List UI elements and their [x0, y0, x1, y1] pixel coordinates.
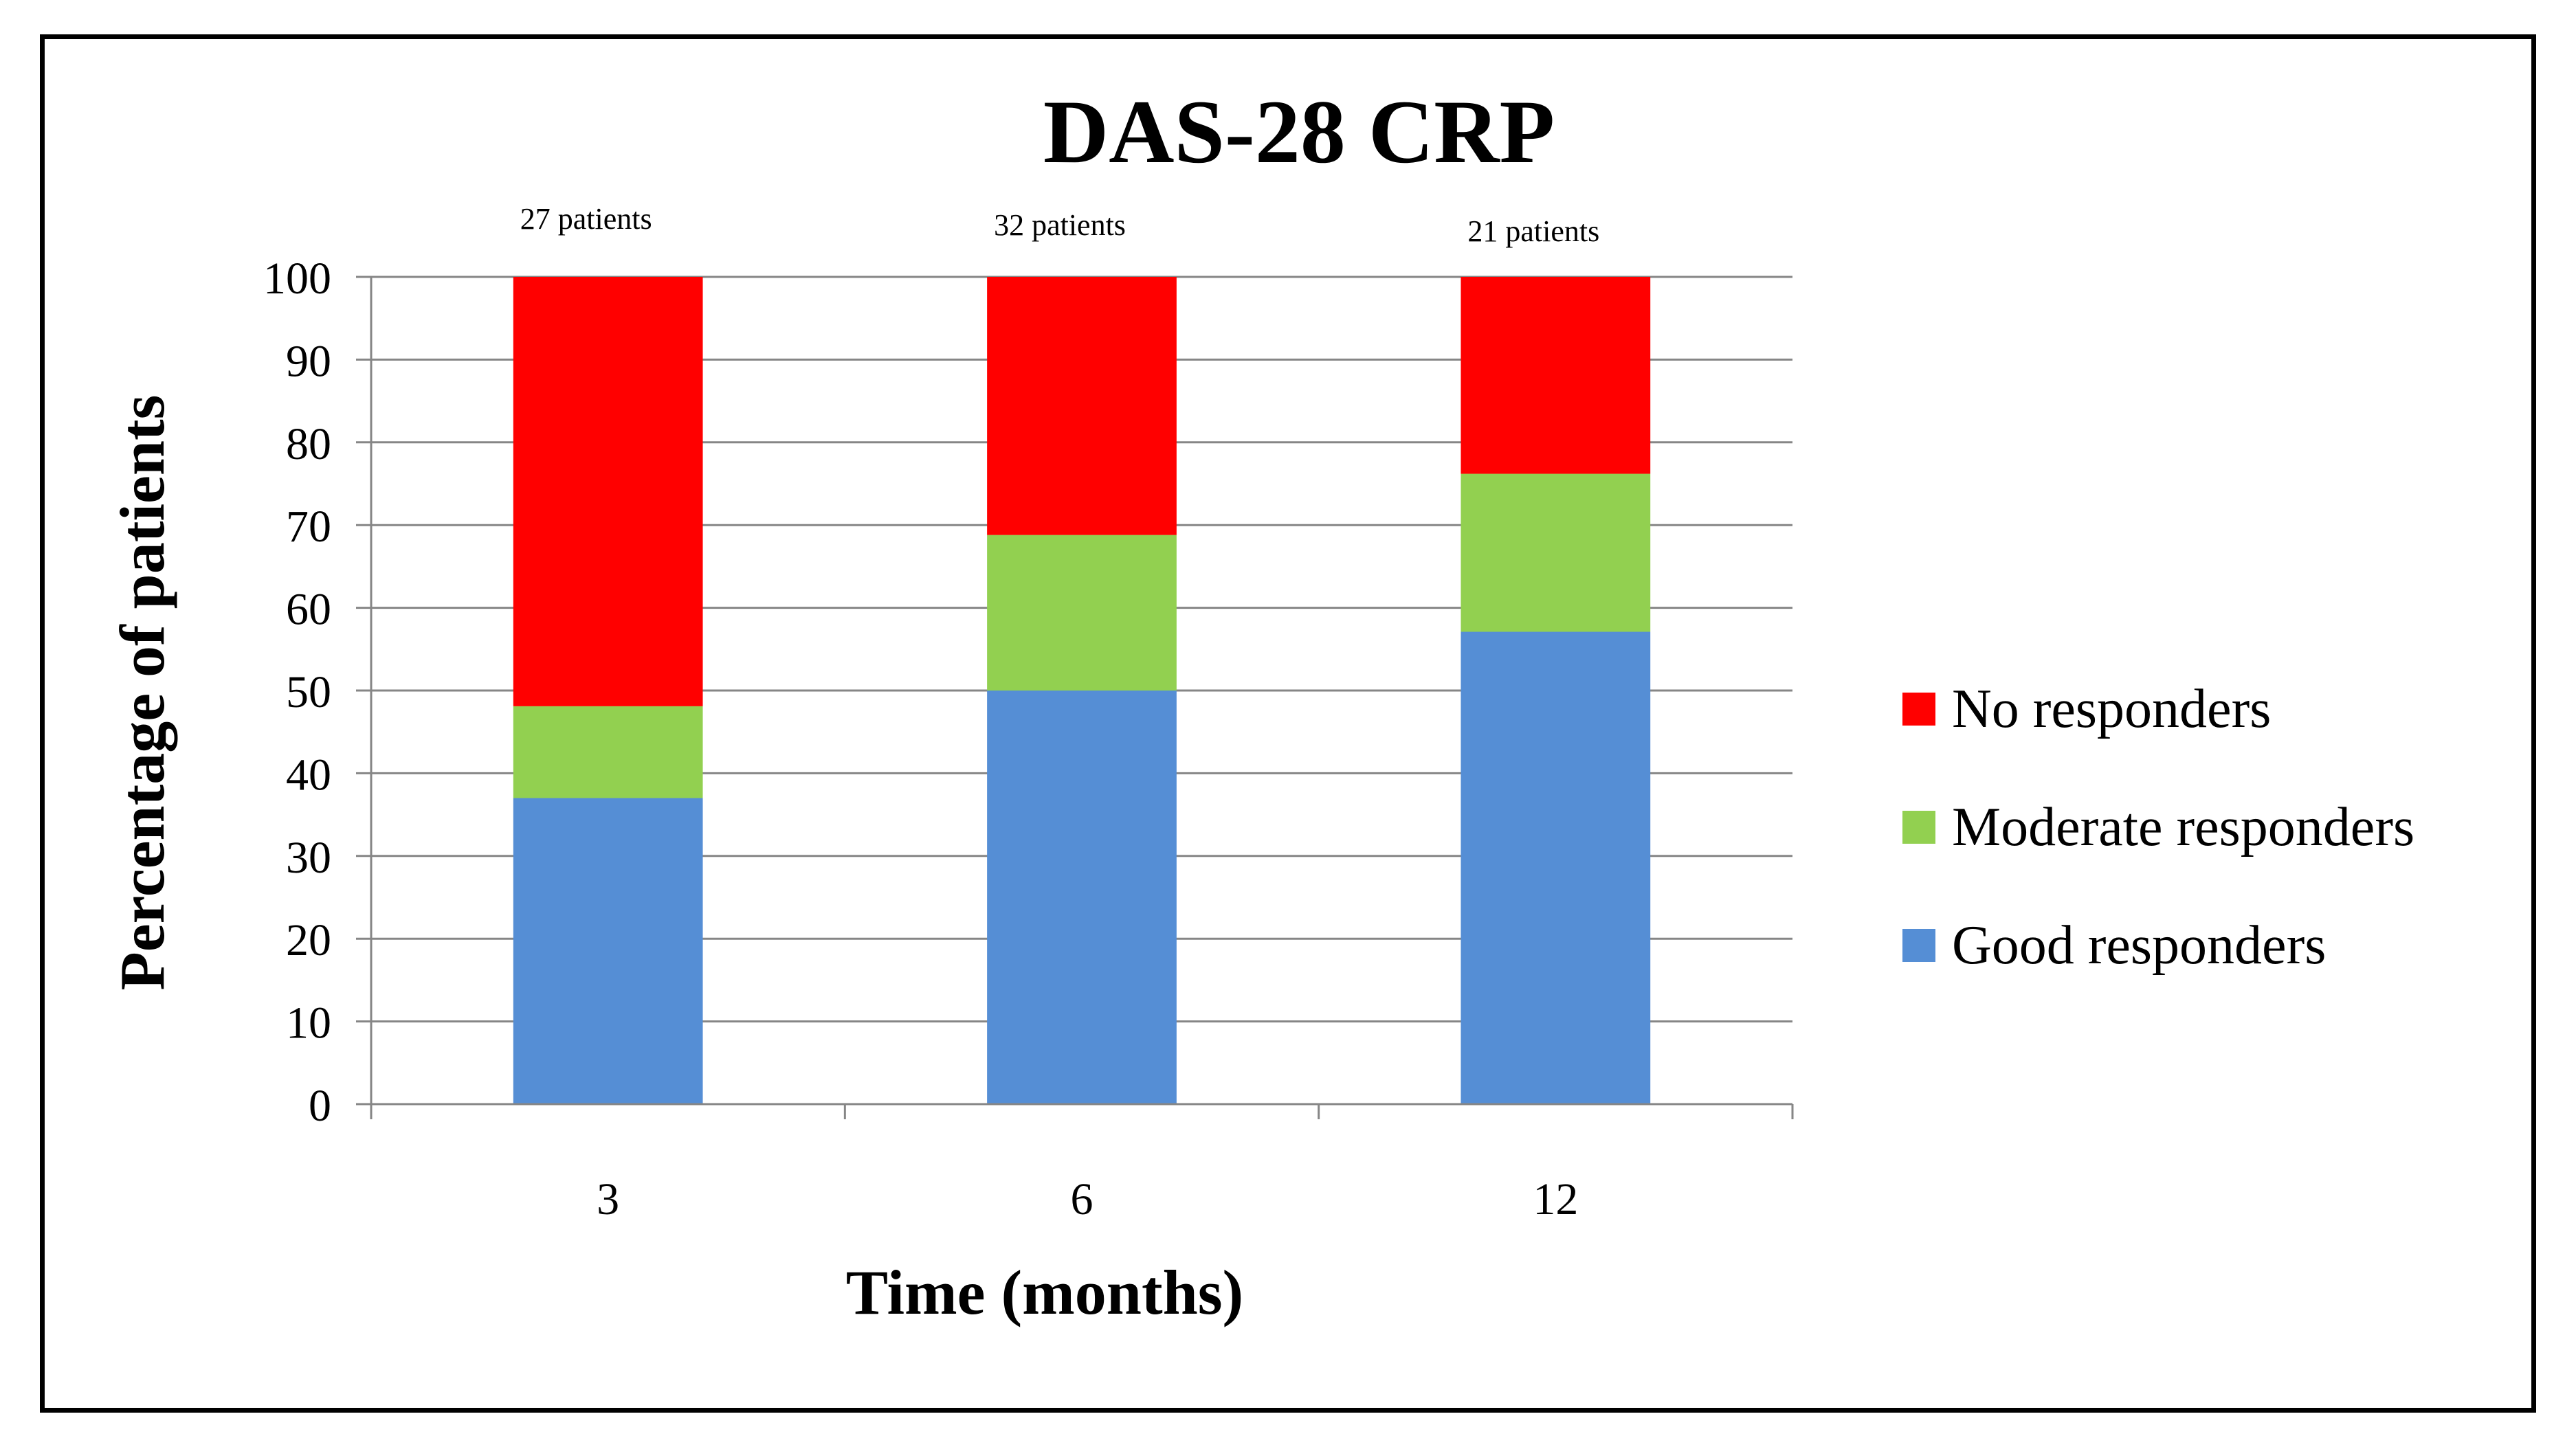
legend-label: Good responders: [1952, 915, 2326, 976]
bar-segment: [1461, 631, 1651, 1104]
axes: [356, 276, 1794, 1119]
bar-segment: [513, 798, 703, 1104]
legend-swatch: [1902, 929, 1935, 962]
bar-segment: [513, 706, 703, 798]
y-tick-label: 60: [286, 585, 331, 635]
bar-annotation: 32 patients: [994, 208, 1126, 242]
chart-title: DAS-28 CRP: [1043, 81, 1555, 182]
y-tick-label: 10: [286, 998, 331, 1048]
y-tick-label: 20: [286, 915, 331, 965]
legend-label: Moderate responders: [1952, 797, 2414, 857]
x-tick-label: 12: [1533, 1174, 1578, 1224]
y-tick-label: 0: [309, 1081, 331, 1131]
y-tick-label: 50: [286, 667, 331, 717]
bar-annotation: 21 patients: [1467, 214, 1599, 248]
x-axis-title: Time (months): [846, 1257, 1243, 1327]
legend-swatch: [1902, 811, 1935, 844]
y-tick-label: 40: [286, 750, 331, 800]
bar-segment: [513, 277, 703, 706]
bar-segment: [1461, 473, 1651, 632]
y-axis-title: Percentage of patients: [107, 395, 177, 991]
bars: [513, 277, 1651, 1104]
legend-swatch: [1902, 693, 1935, 726]
legend: No responders Moderate responders Good res…: [1902, 679, 2414, 976]
x-tick-label: 6: [1071, 1174, 1093, 1224]
labels: DAS-28 CRP Time (months) Percentage of p…: [107, 81, 1599, 1327]
y-tick-label: 70: [286, 502, 331, 552]
x-tick-label: 3: [597, 1174, 619, 1224]
bar-segment: [987, 535, 1177, 691]
bar-segment: [987, 691, 1177, 1104]
y-tick-label: 30: [286, 833, 331, 883]
chart-frame: [40, 34, 2536, 1413]
bar-segment: [987, 277, 1177, 535]
y-tick-label: 80: [286, 419, 331, 469]
y-tick-label: 100: [263, 254, 331, 304]
bar-annotation: 27 patients: [520, 202, 652, 236]
bar-segment: [1461, 277, 1651, 474]
legend-label: No responders: [1952, 679, 2271, 739]
y-tick-label: 90: [286, 336, 331, 386]
